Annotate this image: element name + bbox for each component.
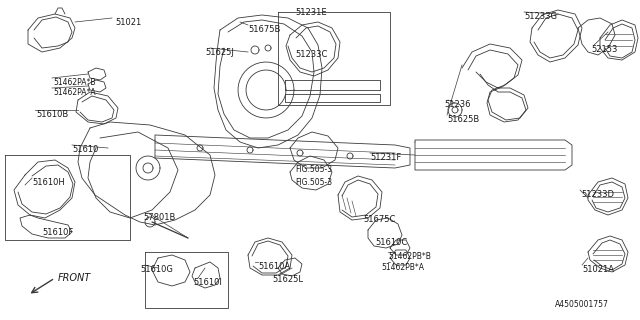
Text: 52153: 52153 — [591, 45, 618, 54]
Text: 51610H: 51610H — [32, 178, 65, 187]
Text: 51625B: 51625B — [447, 115, 479, 124]
Text: 51233G: 51233G — [524, 12, 557, 21]
Text: 51233C: 51233C — [295, 50, 328, 59]
Text: 51610C: 51610C — [375, 238, 407, 247]
Text: 57801B: 57801B — [143, 213, 175, 222]
Text: 51231E: 51231E — [295, 8, 326, 17]
Text: 51625L: 51625L — [272, 275, 303, 284]
Text: FIG.505-3: FIG.505-3 — [295, 165, 332, 174]
Text: 51236: 51236 — [444, 100, 470, 109]
Text: FRONT: FRONT — [58, 273, 92, 283]
Text: 51462PB*B: 51462PB*B — [388, 252, 431, 261]
Text: 51462PA*A: 51462PA*A — [53, 88, 95, 97]
Text: 51610G: 51610G — [140, 265, 173, 274]
Text: 51625J: 51625J — [205, 48, 234, 57]
Text: 51231F: 51231F — [370, 153, 401, 162]
Text: 51610: 51610 — [72, 145, 99, 154]
Text: 51610B: 51610B — [36, 110, 68, 119]
Text: 51675C: 51675C — [363, 215, 396, 224]
Text: 51462PA*B: 51462PA*B — [53, 78, 95, 87]
Text: 51021A: 51021A — [582, 265, 614, 274]
Text: 51233D: 51233D — [581, 190, 614, 199]
Text: A4505001757: A4505001757 — [555, 300, 609, 309]
Text: 51610F: 51610F — [42, 228, 73, 237]
Text: 51675B: 51675B — [248, 25, 280, 34]
Text: 51021: 51021 — [115, 18, 141, 27]
Text: 51610I: 51610I — [193, 278, 222, 287]
Text: 51462PB*A: 51462PB*A — [381, 263, 424, 272]
Text: FIG.505-3: FIG.505-3 — [295, 178, 332, 187]
Text: 51610A: 51610A — [258, 262, 290, 271]
